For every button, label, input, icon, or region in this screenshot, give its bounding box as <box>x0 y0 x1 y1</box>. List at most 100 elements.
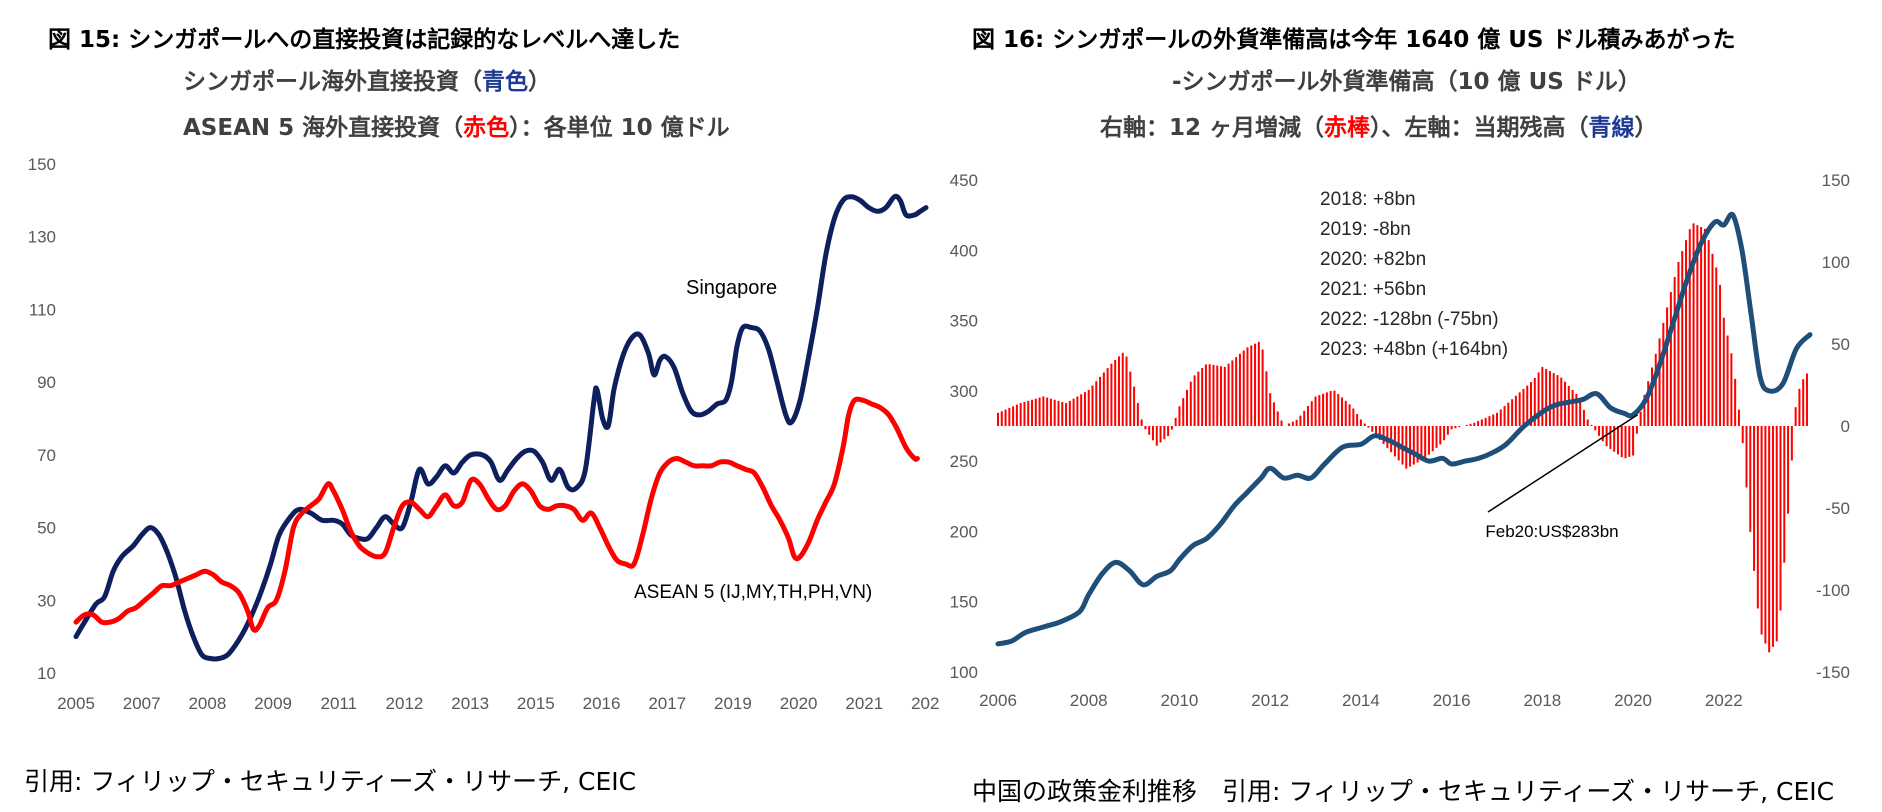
change-bar <box>1692 223 1695 426</box>
change-bar <box>1722 317 1725 426</box>
change-bar <box>1257 341 1260 426</box>
change-bar <box>1480 419 1483 426</box>
change-bar <box>1450 426 1453 430</box>
x-tick-label: 2012 <box>1251 691 1289 710</box>
change-bar <box>1378 426 1381 440</box>
change-bar <box>1522 388 1525 426</box>
change-bar <box>1685 240 1688 426</box>
change-bar <box>1250 345 1253 426</box>
change-bar <box>1643 394 1646 426</box>
y-tick-label: 130 <box>28 228 56 247</box>
change-bar <box>1333 390 1336 426</box>
x-tick-label: 2022 <box>1705 691 1743 710</box>
change-bar <box>1420 426 1423 461</box>
change-bar <box>1076 396 1079 426</box>
change-bar <box>1666 307 1669 426</box>
change-bar <box>1681 251 1684 426</box>
change-bar <box>1745 426 1748 488</box>
change-bar <box>1552 373 1555 426</box>
subtitle-2-pre: ASEAN 5 海外直接投資（ <box>183 115 464 141</box>
figure-16-source: 中国の政策金利推移 引用: フィリップ・セキュリティーズ・リサーチ, CEIC <box>972 777 1835 806</box>
subtitle-2-red-word: 赤色 <box>463 115 510 141</box>
change-bar <box>1639 411 1642 426</box>
change-bar <box>1367 426 1370 428</box>
change-bar <box>1174 417 1177 426</box>
x-tick-label: 2008 <box>188 694 226 713</box>
change-bar <box>1216 365 1219 426</box>
change-bar <box>1125 356 1128 426</box>
change-bar <box>1272 402 1275 426</box>
change-bar <box>1344 400 1347 426</box>
annotation-year-change: 2023: +48bn (+164bn) <box>1320 339 1508 360</box>
change-bar <box>1193 375 1196 426</box>
figure-15-title: 図 15: シンガポールへの直接投資は記録的なレベルへ達した <box>48 27 681 53</box>
figure-15-subtitle-2: ASEAN 5 海外直接投資（赤色）：各単位 10 億ドル <box>183 108 730 142</box>
change-bar <box>1182 398 1185 426</box>
change-bar <box>1454 426 1457 429</box>
change-bar <box>1170 426 1173 430</box>
change-bar <box>1541 366 1544 426</box>
change-bar <box>1530 382 1533 426</box>
y-tick-label: 50 <box>37 519 56 538</box>
change-bar <box>1129 371 1132 426</box>
change-bar <box>1579 400 1582 426</box>
change-bar <box>1507 402 1510 426</box>
x-tick-label: 2016 <box>583 694 621 713</box>
change-bar <box>1703 228 1706 426</box>
change-bar <box>1106 368 1109 426</box>
annotation-asean5: ASEAN 5 (IJ,MY,TH,PH,VN) <box>634 582 872 603</box>
change-bar <box>1231 360 1234 426</box>
change-bar <box>1303 410 1306 426</box>
x-tick-label: 2009 <box>254 694 292 713</box>
change-bar <box>1046 397 1049 426</box>
subtitle-1-post: ） <box>528 69 551 95</box>
change-bar <box>1049 398 1052 426</box>
change-bar <box>1473 422 1476 426</box>
annotation-year-change: 2020: +82bn <box>1320 249 1426 270</box>
change-bar <box>1091 385 1094 426</box>
change-bar <box>1034 398 1037 426</box>
x-tick-label: 2020 <box>1614 691 1652 710</box>
change-bar <box>1805 373 1808 426</box>
y-tick-label: 110 <box>29 300 56 319</box>
change-bar <box>1696 225 1699 426</box>
change-bar <box>1545 369 1548 426</box>
change-bar <box>1288 423 1291 426</box>
callout-leader-line <box>1487 414 1639 513</box>
change-bar <box>1117 356 1120 426</box>
change-bar <box>1783 426 1786 563</box>
change-bar <box>1356 413 1359 426</box>
change-bar <box>1605 426 1608 447</box>
change-bar <box>1488 416 1491 426</box>
figure-15-panel: 図 15: シンガポールへの直接投資は記録的なレベルへ達した シンガポール海外直… <box>0 0 940 812</box>
change-bar <box>1673 277 1676 426</box>
fdi-line-chart: 10 30 50 70 90 110 130 150 2005 2007 2008 2009 2011 2… <box>28 155 940 713</box>
annotation-year-change: 2019: -8bn <box>1320 219 1411 240</box>
change-bar <box>1760 426 1763 635</box>
change-bar <box>1424 426 1427 459</box>
change-bar <box>1008 407 1011 426</box>
change-bar <box>1208 364 1211 426</box>
left-y-tick-label: 200 <box>950 522 978 541</box>
change-bar <box>1163 426 1166 440</box>
change-bar <box>1140 419 1143 426</box>
change-bar <box>1095 381 1098 426</box>
x-tick-label: 2014 <box>1342 691 1380 710</box>
change-bar <box>1310 401 1313 426</box>
change-bar <box>1057 400 1060 426</box>
change-bar <box>1359 419 1362 426</box>
change-bar <box>1514 395 1517 426</box>
change-bar <box>1518 392 1521 426</box>
x-tick-label: 2013 <box>451 694 489 713</box>
x-tick-label: 2020 <box>780 694 818 713</box>
change-bar <box>1167 426 1170 437</box>
change-bar <box>1586 419 1589 426</box>
change-bar <box>1741 426 1744 444</box>
change-bar <box>1322 393 1325 426</box>
change-bar <box>1068 400 1071 426</box>
change-bar <box>1669 292 1672 426</box>
change-bar <box>1265 371 1268 426</box>
change-bar <box>1802 379 1805 426</box>
change-bar <box>1314 396 1317 426</box>
change-bar <box>1598 426 1601 436</box>
